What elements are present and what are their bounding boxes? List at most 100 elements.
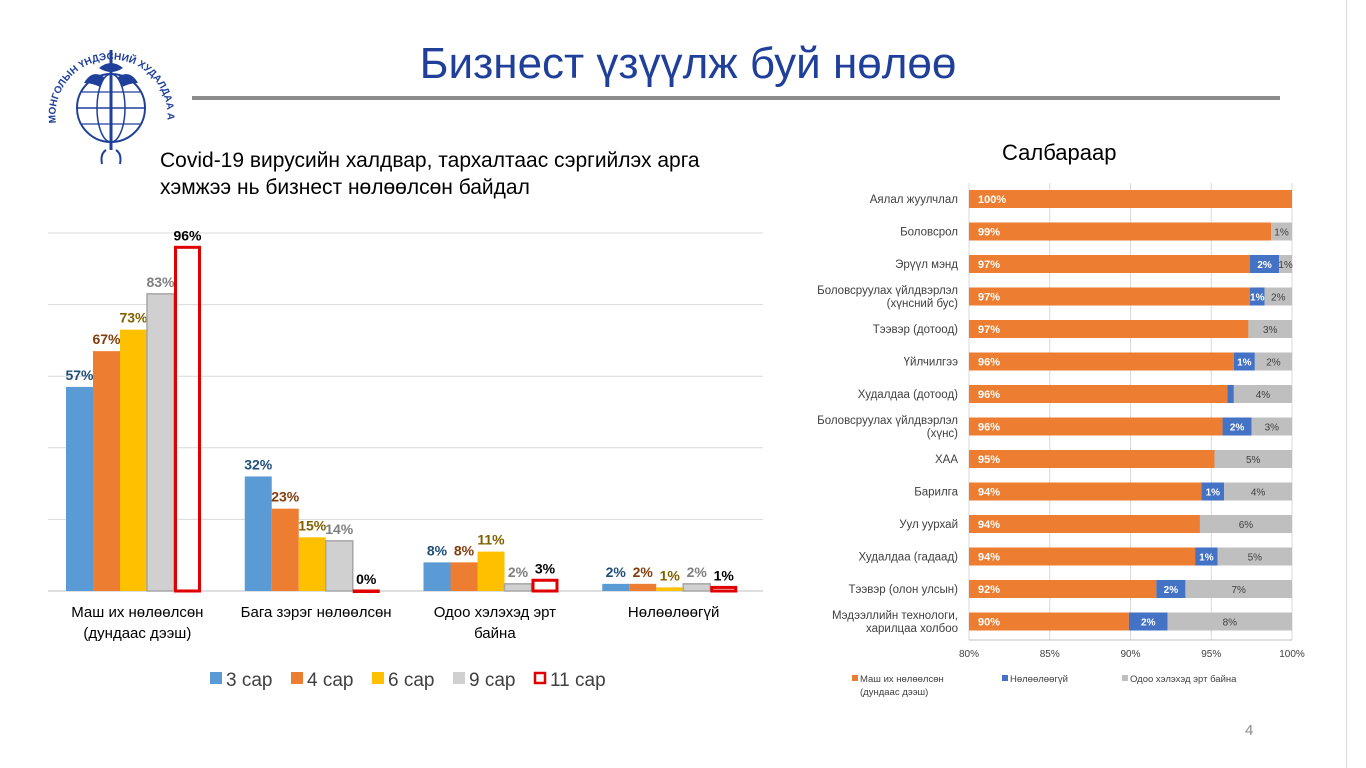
stacked-segment (1128, 612, 1168, 631)
data-label: 2% (606, 564, 627, 580)
legend-swatch (1002, 675, 1008, 681)
stacked-segment (969, 385, 1228, 403)
data-label: 3% (535, 560, 556, 576)
x-tick-label: 90% (1120, 649, 1140, 660)
data-label: 11% (477, 532, 505, 548)
data-label: 94% (978, 519, 1000, 531)
stacked-segment (969, 352, 1234, 371)
data-label: 1% (1274, 228, 1289, 239)
data-label: 2% (1141, 618, 1156, 629)
sector-label: Тээвэр (олон улсын) (849, 584, 959, 596)
data-label: 92% (978, 584, 1000, 596)
data-label: 5% (1246, 455, 1261, 466)
data-label: 96% (978, 389, 1000, 401)
legend-label: Нөлөөлөөгүй (1010, 674, 1068, 685)
data-label: 1% (1250, 293, 1265, 304)
data-label: 96% (173, 227, 202, 243)
data-label: 94% (978, 487, 1000, 499)
bar-6-сар (656, 587, 684, 591)
stacked-segment (1167, 612, 1292, 631)
slide-edge-line (1346, 0, 1347, 768)
data-label: 95% (978, 454, 1000, 466)
data-label: 94% (978, 552, 1000, 564)
data-label: 23% (271, 489, 300, 505)
data-label: 96% (978, 357, 1000, 369)
stacked-segment (1264, 287, 1292, 306)
legend-swatch (210, 672, 222, 684)
sector-label: Уул уурхай (899, 519, 958, 531)
data-label: 2% (1230, 423, 1245, 434)
x-tick-label: 85% (1040, 649, 1060, 660)
data-label: 2% (1257, 260, 1272, 271)
category-label: Маш их нөлөөлсөн (71, 604, 203, 621)
left-chart-title-line2: хэмжээ нь бизнест нөлөөлсөн байдал (160, 176, 530, 199)
left-chart-title-line1: Covid-19 вирусийн халдвар, тархалтаас сэ… (160, 149, 700, 172)
stacked-segment (1279, 255, 1292, 273)
legend-label: Одоо хэлэхэд эрт байна (1130, 674, 1237, 685)
data-label: 1% (714, 567, 735, 583)
stacked-segment (969, 320, 1249, 338)
legend-swatch (852, 675, 858, 681)
x-tick-label: 80% (959, 649, 979, 660)
left-chart-title: Covid-19 вирусийн халдвар, тархалтаас сэ… (160, 147, 700, 201)
stacked-segment (1250, 255, 1280, 273)
stacked-segment (1233, 352, 1255, 371)
legend-label: Маш их нөлөөлсөн (860, 674, 944, 685)
stacked-segment (969, 450, 1215, 468)
sector-label: Худалдаа (дотоод) (858, 389, 958, 401)
data-label: 99% (978, 227, 1000, 239)
legend-label: (дундаас дээш) (860, 687, 928, 698)
stacked-segment (969, 612, 1129, 631)
stacked-segment (1251, 417, 1292, 436)
stacked-segment (969, 547, 1196, 566)
data-label: 8% (1223, 618, 1238, 629)
data-label: 1% (660, 567, 681, 583)
bar-11-sar (352, 589, 380, 593)
slide-title: Бизнест үзүүлж буй нөлөө (419, 39, 957, 88)
sector-label: Тээвэр (дотоод) (873, 324, 958, 336)
bar-6-сар (120, 329, 147, 591)
legend-label: 3 сар (226, 670, 272, 691)
stacked-segment (1233, 385, 1292, 403)
data-label: 15% (298, 517, 327, 533)
category-label: (дундаас дээш) (83, 625, 191, 642)
stacked-segment (1199, 515, 1292, 533)
stacked-segment (1217, 547, 1292, 566)
data-label: 100% (978, 194, 1006, 206)
data-label: 1% (1206, 488, 1221, 499)
legend-swatch (533, 671, 547, 685)
bar-11-sar (531, 578, 559, 593)
data-label: 97% (978, 324, 1000, 336)
stacked-segment (969, 580, 1157, 598)
bar-9-сар (682, 583, 711, 592)
sector-label: (хүнсний бус) (887, 298, 959, 310)
stacked-segment (1250, 287, 1265, 306)
category-label: Одоо хэлэхэд эрт (434, 604, 556, 621)
bar-3-сар (602, 583, 630, 591)
stacked-segment (1254, 352, 1292, 371)
data-label: 32% (244, 456, 273, 472)
sector-label: Боловсруулах үйлдвэрлэл (817, 285, 958, 297)
legend-swatch (1122, 675, 1128, 681)
sector-label: Худалдаа (гадаад) (858, 552, 958, 564)
bar-4-сар (629, 583, 657, 591)
sector-label: Боловсрол (900, 227, 958, 239)
legend-label: 6 сар (388, 670, 434, 691)
bar-3-сар (423, 562, 451, 591)
stacked-segment (1271, 222, 1292, 241)
stacked-segment (969, 190, 1292, 208)
sector-label: Барилга (914, 487, 958, 499)
data-label: 4% (1251, 488, 1266, 499)
bar-3-сар (66, 386, 93, 591)
sector-label: (хүнс) (927, 428, 958, 440)
stacked-segment (1227, 385, 1234, 403)
data-label: 57% (65, 367, 94, 383)
data-label: 2% (633, 564, 654, 580)
legend-label: 9 сар (469, 670, 515, 691)
bar-9-сар (325, 540, 354, 592)
sector-label: Үйлчилгээ (904, 357, 958, 369)
title-divider (192, 96, 1280, 100)
stacked-segment (969, 417, 1223, 436)
stacked-segment (1224, 482, 1292, 501)
data-label: 4% (1256, 390, 1271, 401)
